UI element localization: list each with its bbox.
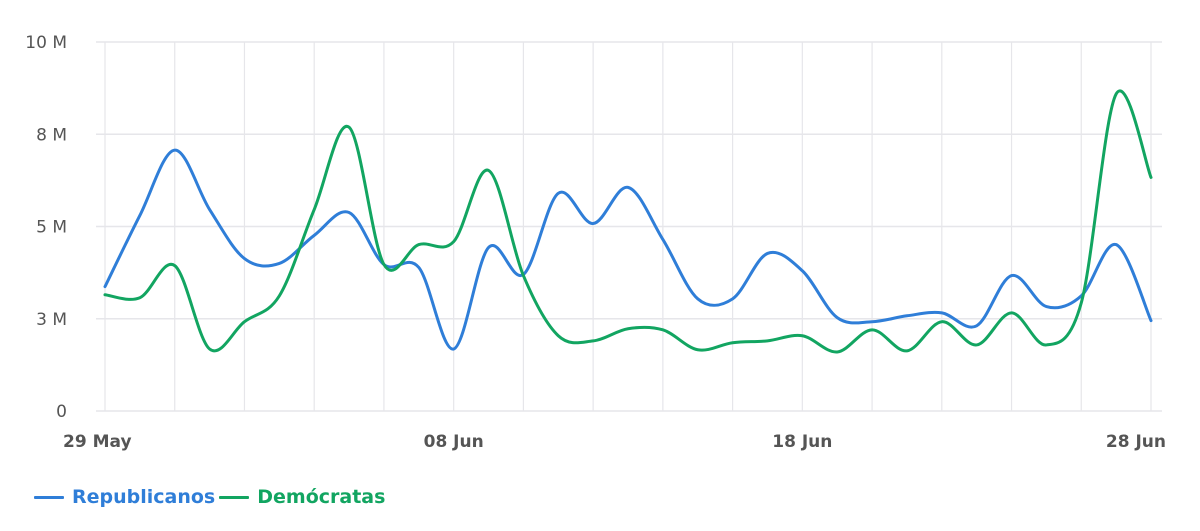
x-axis: 29 May 08 Jun 18 Jun 28 Jun	[63, 432, 1166, 452]
legend-item-republicanos[interactable]: Republicanos	[34, 486, 215, 508]
y-tick-label: 3 M	[36, 310, 67, 330]
x-tick-label: 29 May	[63, 432, 132, 452]
y-tick-label: 8 M	[36, 125, 67, 145]
legend-line-icon	[219, 495, 250, 499]
legend-line-icon	[34, 495, 64, 499]
chart-series	[103, 89, 1153, 354]
chart-legend: Republicanos Demócratas	[34, 486, 389, 508]
y-axis: 0 3 M 5 M 8 M 10 M	[25, 33, 67, 422]
legend-item-democratas[interactable]: Demócratas	[219, 486, 385, 508]
legend-label: Republicanos	[72, 486, 216, 508]
x-tick-label: 18 Jun	[772, 432, 832, 452]
y-tick-label: 0	[56, 402, 67, 422]
chart-grid	[96, 41, 1162, 412]
series-line-republicanos[interactable]	[103, 148, 1153, 351]
series-line-demócratas[interactable]	[103, 89, 1153, 354]
x-tick-label: 08 Jun	[424, 432, 484, 452]
y-tick-label: 10 M	[25, 33, 67, 53]
x-tick-label: 28 Jun	[1106, 432, 1166, 452]
y-tick-label: 5 M	[36, 218, 67, 238]
legend-label: Demócratas	[257, 486, 386, 508]
